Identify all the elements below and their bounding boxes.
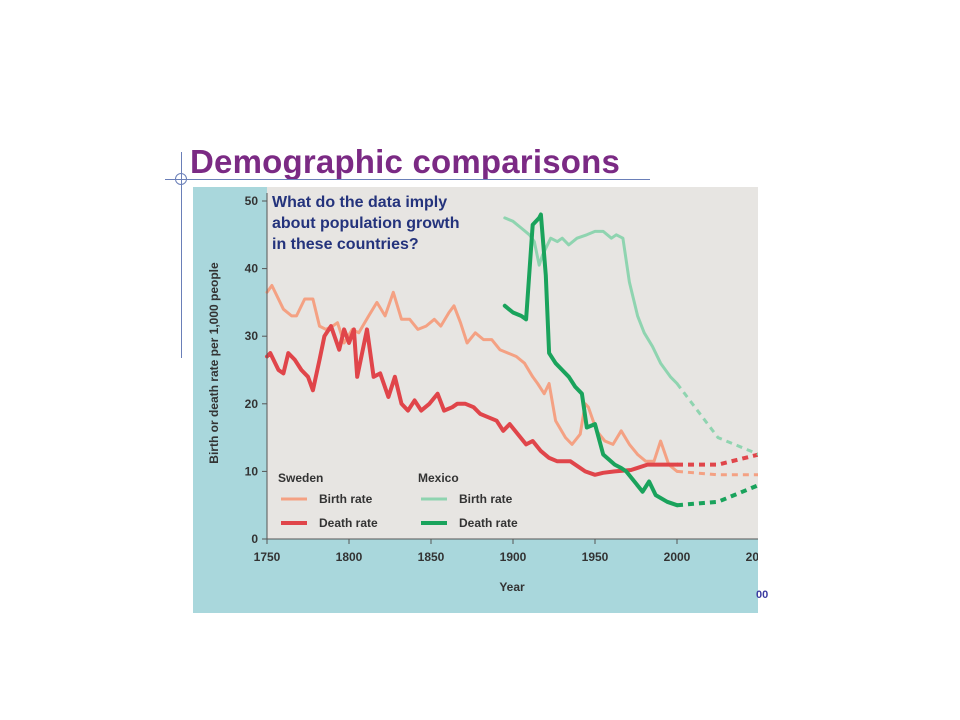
ticks: 0 10 20 30 40 50 1750 1800 1850 1900 1950 2000 2050 — [245, 194, 773, 564]
y-tick-label-50: 50 — [245, 194, 259, 208]
demographic-chart: 010203040501750180018501900195020002050 … — [207, 187, 773, 594]
chart-figure-panel: 010203040501750180018501900195020002050 … — [193, 187, 773, 613]
series-layer — [265, 212, 760, 508]
x-tick-label-1850: 1850 — [418, 550, 445, 564]
legend-label-mexico-death-rate: Death rate — [459, 516, 518, 530]
corner-mark: 00 — [756, 589, 769, 601]
legend-label-sweden-birth-rate: Birth rate — [319, 492, 373, 506]
chart-question: What do the data imply about population g… — [272, 194, 460, 253]
y-axis-title: Birth or death rate per 1,000 people — [207, 262, 221, 464]
x-tick-label-2000: 2000 — [664, 550, 691, 564]
y-tick-label-10: 10 — [245, 464, 259, 478]
y-tick-label-20: 20 — [245, 397, 259, 411]
mexico-death-rate-projection — [676, 483, 760, 508]
question-line-2: about population growth — [272, 215, 460, 232]
y-tick-label-30: 30 — [245, 329, 259, 343]
mexico-birth-rate-projection — [675, 382, 760, 456]
sweden-birth-rate-projection — [676, 469, 759, 477]
legend-title-sweden: Sweden — [278, 471, 323, 485]
x-tick-label-1800: 1800 — [336, 550, 363, 564]
sweden-birth-rate-line — [265, 284, 679, 473]
y-tick-label-0: 0 — [251, 532, 258, 546]
legend-label-sweden-death-rate: Death rate — [319, 516, 378, 530]
x-tick-label-2050: 2050 — [746, 550, 758, 564]
x-axis-title: Year — [499, 580, 525, 594]
x-tick-label-1950: 1950 — [582, 550, 609, 564]
plot-area — [267, 187, 758, 539]
sweden-death-rate-projection — [677, 452, 760, 467]
mexico-birth-rate-line — [503, 216, 679, 385]
question-line-1: What do the data imply — [272, 194, 447, 211]
question-line-3: in these countries? — [272, 236, 419, 253]
mexico-death-rate-line — [502, 212, 679, 508]
legend-title-mexico: Mexico — [418, 471, 459, 485]
title-underline — [165, 179, 650, 180]
x-tick-label-1750: 1750 — [254, 550, 281, 564]
legend-label-mexico-birth-rate: Birth rate — [459, 492, 513, 506]
sweden-death-rate-line — [265, 324, 679, 477]
left-vertical-rule — [181, 152, 182, 358]
x-tick-label-1900: 1900 — [500, 550, 527, 564]
slide-title: Demographic comparisons — [190, 143, 621, 180]
crosshair-marker — [175, 173, 187, 185]
y-tick-label-40: 40 — [245, 262, 259, 276]
